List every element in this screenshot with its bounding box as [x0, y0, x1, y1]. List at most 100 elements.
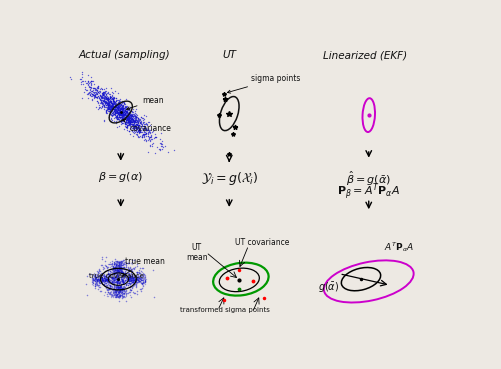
Point — [102, 273, 110, 279]
Point — [122, 115, 130, 121]
Point — [92, 273, 100, 279]
Point — [142, 113, 150, 119]
Point — [115, 259, 123, 265]
Point — [135, 123, 143, 128]
Point — [141, 123, 149, 129]
Point — [92, 276, 100, 282]
Point — [93, 279, 101, 285]
Point — [106, 286, 114, 292]
Point — [103, 101, 111, 107]
Point — [130, 120, 138, 125]
Point — [109, 96, 117, 102]
Point — [120, 284, 128, 290]
Point — [115, 289, 123, 295]
Point — [128, 279, 136, 285]
Point — [91, 272, 99, 277]
Point — [110, 100, 118, 106]
Point — [113, 284, 121, 290]
Point — [112, 109, 120, 115]
Point — [138, 280, 146, 286]
Point — [99, 278, 107, 284]
Point — [135, 273, 143, 279]
Point — [126, 273, 134, 279]
Point — [113, 286, 121, 292]
Point — [83, 80, 91, 86]
Point — [102, 276, 110, 282]
Point — [135, 124, 143, 130]
Point — [113, 97, 121, 103]
Point — [114, 284, 122, 290]
Point — [114, 259, 122, 265]
Point — [115, 99, 123, 104]
Point — [112, 120, 120, 126]
Point — [116, 269, 124, 275]
Point — [113, 283, 121, 289]
Point — [129, 289, 137, 295]
Point — [129, 277, 137, 283]
Point — [110, 289, 118, 295]
Point — [128, 273, 136, 279]
Point — [120, 118, 128, 124]
Point — [106, 283, 114, 289]
Point — [146, 138, 154, 144]
Point — [111, 260, 119, 266]
Point — [117, 268, 125, 274]
Point — [130, 123, 138, 128]
Point — [102, 263, 110, 269]
Point — [77, 81, 85, 87]
Point — [114, 285, 122, 291]
Point — [108, 104, 116, 110]
Point — [124, 117, 132, 123]
Point — [104, 89, 112, 94]
Point — [120, 279, 128, 285]
Point — [103, 96, 111, 102]
Point — [110, 108, 118, 114]
Point — [107, 106, 115, 112]
Point — [124, 290, 132, 296]
Point — [119, 111, 127, 117]
Point — [116, 105, 124, 111]
Point — [113, 108, 121, 114]
Point — [104, 275, 112, 281]
Point — [119, 106, 127, 112]
Point — [117, 112, 125, 118]
Point — [126, 281, 134, 287]
Point — [134, 115, 142, 121]
Point — [120, 100, 128, 106]
Point — [108, 107, 116, 113]
Point — [123, 276, 131, 282]
Point — [100, 282, 108, 288]
Point — [118, 285, 126, 291]
Point — [129, 113, 137, 119]
Point — [115, 287, 123, 293]
Point — [130, 119, 138, 125]
Point — [124, 113, 132, 119]
Point — [113, 109, 121, 115]
Point — [114, 262, 122, 268]
Point — [138, 123, 146, 128]
Point — [111, 291, 119, 297]
Point — [133, 274, 141, 280]
Point — [109, 96, 117, 102]
Point — [66, 74, 74, 80]
Point — [114, 269, 122, 275]
Point — [106, 97, 114, 103]
Point — [117, 268, 125, 273]
Point — [126, 275, 134, 281]
Point — [110, 98, 118, 104]
Point — [111, 108, 119, 114]
Point — [116, 284, 124, 290]
Point — [128, 277, 136, 283]
Point — [78, 95, 86, 101]
Point — [106, 109, 114, 115]
Point — [107, 263, 115, 269]
Point — [121, 115, 129, 121]
Point — [129, 121, 137, 127]
Point — [104, 98, 112, 104]
Point — [125, 114, 133, 120]
Point — [98, 281, 106, 287]
Point — [125, 276, 133, 282]
Point — [104, 97, 112, 103]
Point — [119, 266, 127, 272]
Point — [118, 279, 126, 284]
